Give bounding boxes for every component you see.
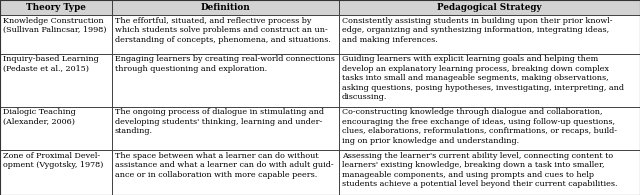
Bar: [112, 0, 339, 15]
Text: The effortful, situated, and reflective process by
which students solve problems: The effortful, situated, and reflective …: [115, 17, 330, 43]
Bar: [339, 107, 640, 150]
Bar: [0, 0, 112, 15]
Text: The space between what a learner can do without
assistance and what a learner ca: The space between what a learner can do …: [115, 152, 333, 179]
Text: Guiding learners with explicit learning goals and helping them
develop an explan: Guiding learners with explicit learning …: [342, 55, 624, 101]
Text: Zone of Proximal Devel-
opment (Vygotsky, 1978): Zone of Proximal Devel- opment (Vygotsky…: [3, 152, 103, 169]
Text: Assessing the learner's current ability level, connecting content to
learners' e: Assessing the learner's current ability …: [342, 152, 617, 188]
Bar: [339, 150, 640, 195]
Text: Consistently assisting students in building upon their prior knowl-
edge, organi: Consistently assisting students in build…: [342, 17, 612, 43]
Text: Definition: Definition: [201, 3, 250, 12]
Text: Theory Type: Theory Type: [26, 3, 86, 12]
Bar: [112, 15, 339, 54]
Text: The ongoing process of dialogue in stimulating and
developing students' thinking: The ongoing process of dialogue in stimu…: [115, 108, 324, 135]
Bar: [0, 15, 112, 54]
Text: Dialogic Teaching
(Alexander, 2006): Dialogic Teaching (Alexander, 2006): [3, 108, 76, 126]
Text: Knowledge Construction
(Sullivan Palincsar, 1998): Knowledge Construction (Sullivan Palincs…: [3, 17, 106, 34]
Bar: [0, 107, 112, 150]
Text: Inquiry-based Learning
(Pedaste et al., 2015): Inquiry-based Learning (Pedaste et al., …: [3, 55, 99, 73]
Text: Pedagogical Strategy: Pedagogical Strategy: [437, 3, 542, 12]
Bar: [112, 150, 339, 195]
Text: Co-constructing knowledge through dialogue and collaboration,
encouraging the fr: Co-constructing knowledge through dialog…: [342, 108, 617, 144]
Bar: [0, 150, 112, 195]
Bar: [339, 54, 640, 107]
Bar: [339, 15, 640, 54]
Bar: [112, 54, 339, 107]
Text: Engaging learners by creating real-world connections
through questioning and exp: Engaging learners by creating real-world…: [115, 55, 335, 73]
Bar: [0, 54, 112, 107]
Bar: [112, 107, 339, 150]
Bar: [339, 0, 640, 15]
